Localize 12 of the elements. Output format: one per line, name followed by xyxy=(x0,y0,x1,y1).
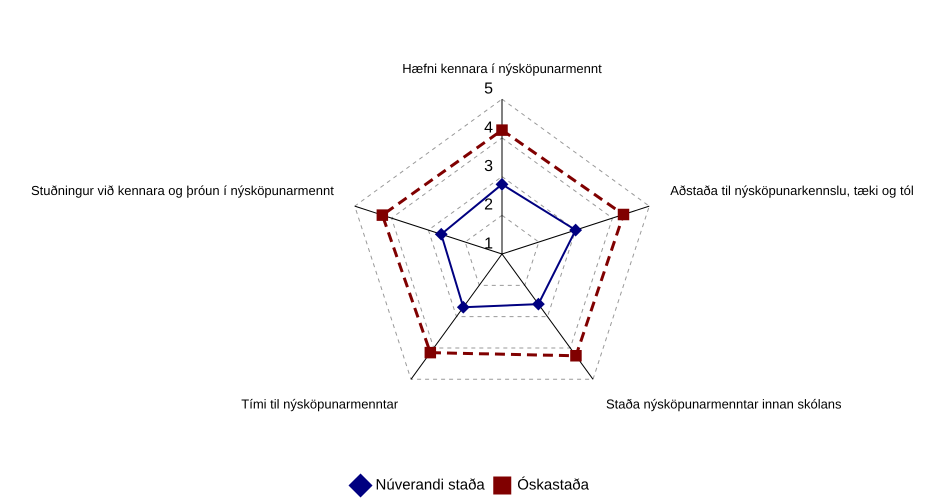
spoke-label: Hæfni kennara í nýsköpunarmennt xyxy=(402,60,602,76)
legend-label: Núverandi staða xyxy=(376,476,486,494)
y-tick-label: 4 xyxy=(484,119,494,136)
spoke-label: Tími til nýsköpunarmenntar xyxy=(241,396,399,412)
spoke-label: Staða nýsköpunarmenntar innan skólans xyxy=(606,396,842,412)
spoke-label: Aðstaða til nýsköpunarkennslu, tæki og tól xyxy=(670,183,914,198)
y-tick-label: 5 xyxy=(484,80,494,98)
y-tick-label: 2 xyxy=(484,196,494,214)
y-tick-label: 3 xyxy=(484,158,494,175)
y-tick-label: 1 xyxy=(484,235,494,252)
spoke-label: Stuðningur við kennara og þróun í nýsköpunarmennt xyxy=(30,183,334,198)
legend-label: Óskastaða xyxy=(517,476,590,494)
